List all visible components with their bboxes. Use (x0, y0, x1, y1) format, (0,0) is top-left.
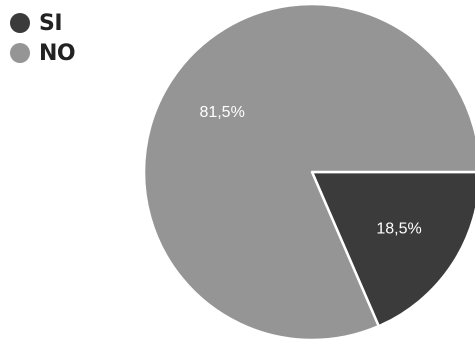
legend-swatch-si (10, 13, 30, 33)
legend-item-no: NO (10, 38, 76, 68)
legend-label-no: NO (39, 40, 76, 66)
pie-slice-si (310, 170, 475, 328)
legend-label-si: SI (39, 10, 63, 36)
legend-item-si: SI (10, 8, 75, 38)
pie-slice-no (142, 2, 475, 340)
slice-label-si: 18,5% (376, 220, 421, 237)
chart-legend: SI NO (10, 8, 76, 68)
slice-label-no: 81,5% (199, 104, 244, 121)
legend-swatch-no (10, 43, 30, 63)
